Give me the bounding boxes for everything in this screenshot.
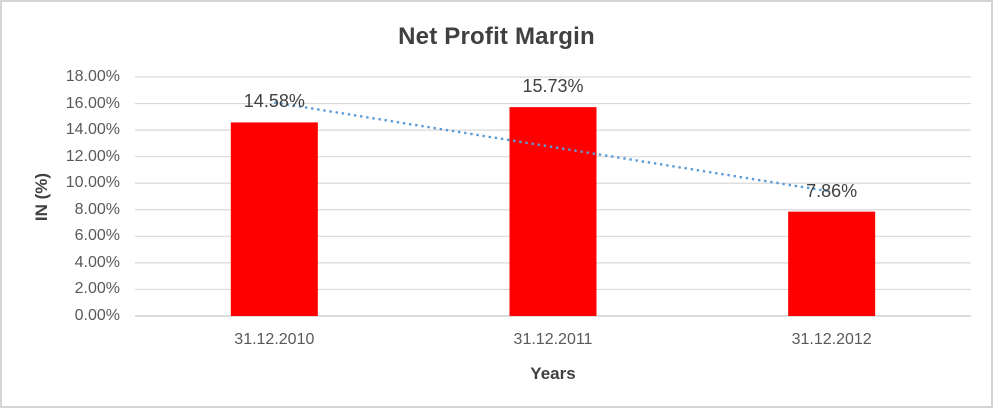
- bar-31.12.2010: [230, 122, 318, 316]
- y-tick-label: 10.00%: [65, 174, 120, 192]
- bar-31.12.2011: [509, 107, 597, 316]
- data-label: 14.58%: [243, 91, 305, 112]
- chart-title: Net Profit Margin: [398, 23, 595, 50]
- x-axis-title: Years: [530, 364, 576, 383]
- y-tick-label: 8.00%: [74, 200, 120, 218]
- bar-31.12.2012: [788, 211, 876, 316]
- y-tick-label: 14.00%: [65, 121, 120, 139]
- y-tick-label: 6.00%: [74, 227, 120, 245]
- x-tick-label: 31.12.2011: [513, 331, 593, 348]
- trendline: [274, 101, 832, 193]
- y-tick-label: 0.00%: [74, 307, 120, 324]
- y-tick-label: 2.00%: [74, 280, 120, 298]
- y-tick-label: 12.00%: [65, 147, 120, 165]
- data-label: 15.73%: [522, 76, 584, 97]
- y-tick-label: 18.00%: [65, 68, 120, 85]
- x-tick-label: 31.12.2012: [791, 331, 872, 348]
- x-tick-label: 31.12.2010: [234, 331, 315, 348]
- y-tick-label: 16.00%: [65, 94, 120, 112]
- data-label: 7.86%: [806, 180, 858, 201]
- y-tick-label: 4.00%: [74, 253, 120, 271]
